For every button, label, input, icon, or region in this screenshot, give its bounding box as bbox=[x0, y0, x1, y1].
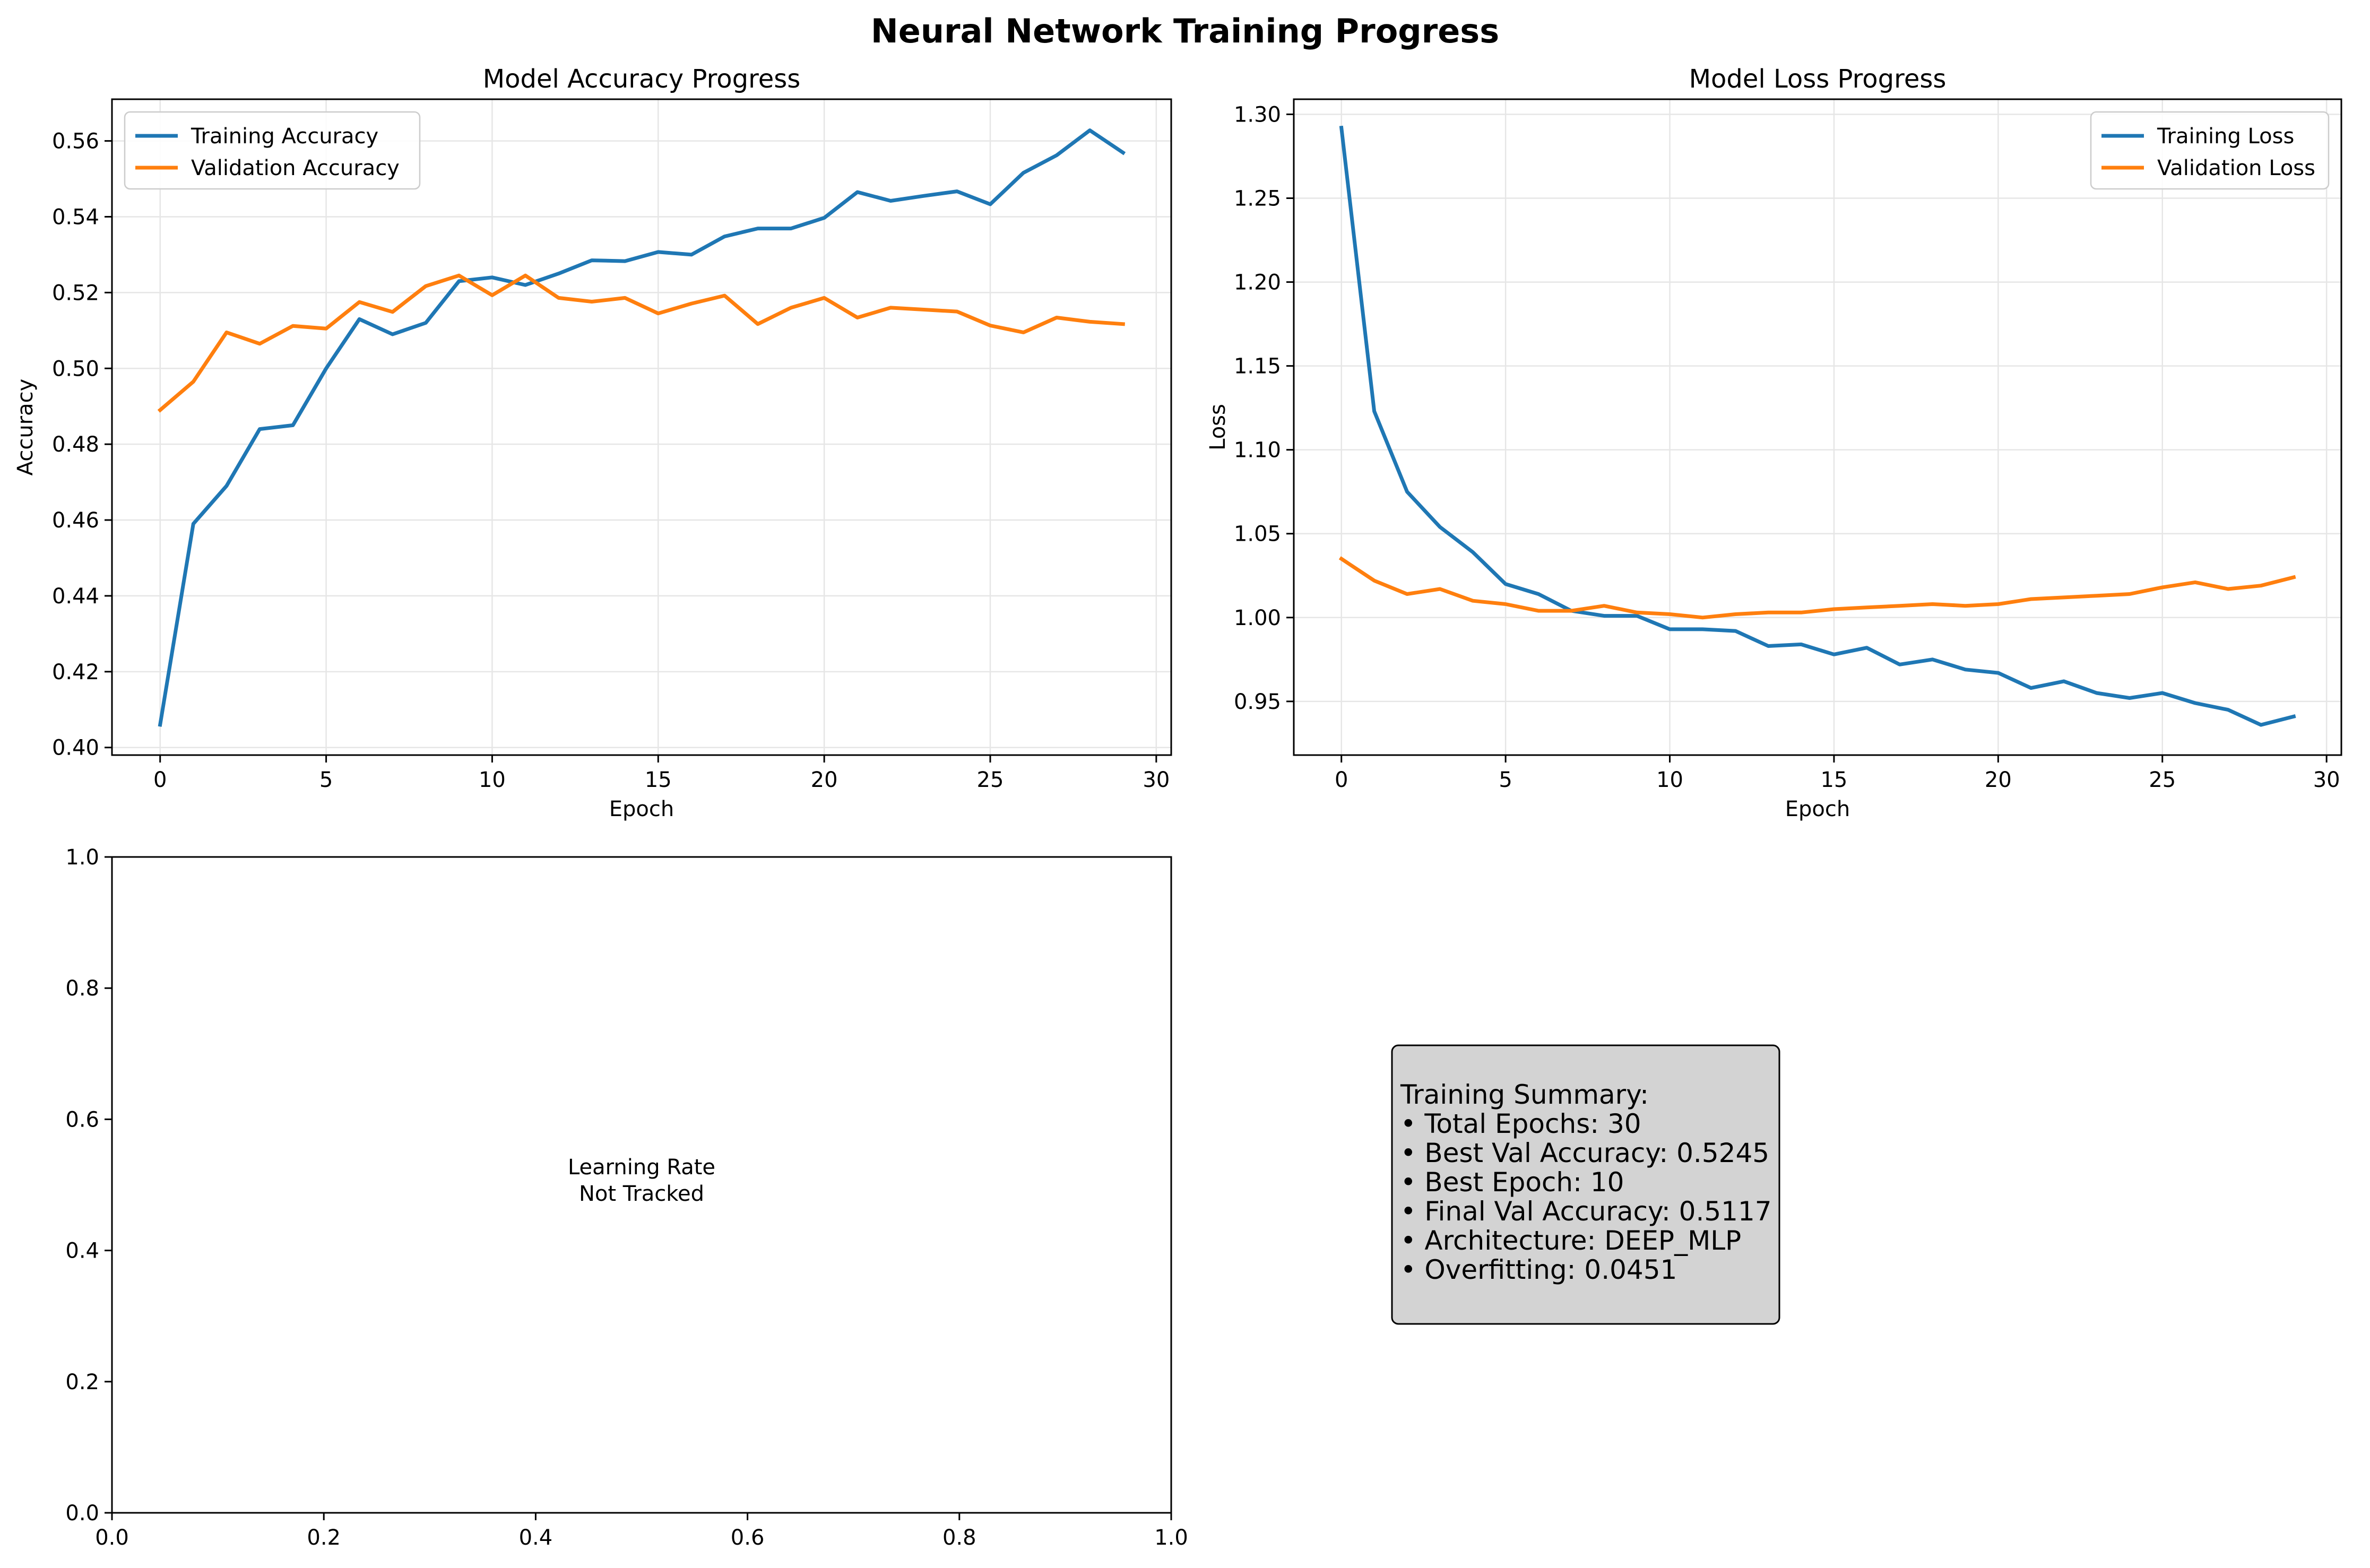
training-summary-box: Training Summary:• Total Epochs: 30• Bes… bbox=[1391, 1044, 1780, 1325]
x-tick-label: 30 bbox=[2313, 768, 2340, 792]
x-tick-label: 15 bbox=[1820, 768, 1847, 792]
legend-entry: Validation Loss bbox=[2157, 156, 2315, 180]
learning-rate-chart: 0.0 0.2 0.4 0.6 0.8 1.0 0.0 0.2 0.4 0.6 0.8 1.0 Lear… bbox=[65, 845, 1188, 1550]
x-tick-label: 25 bbox=[977, 768, 1004, 792]
y-tick-label: 1.15 bbox=[1234, 354, 1281, 379]
y-tick-label: 0.4 bbox=[65, 1239, 99, 1263]
legend-entry: Validation Accuracy bbox=[191, 156, 400, 180]
y-tick-label: 1.0 bbox=[65, 845, 99, 870]
summary-background bbox=[1391, 1044, 1780, 1325]
series-line-validation-loss bbox=[1338, 556, 2296, 620]
x-tick-label: 20 bbox=[811, 768, 838, 792]
x-tick-label: 5 bbox=[1499, 768, 1512, 792]
chart-title: Model Loss Progress bbox=[1689, 64, 1947, 94]
y-tick-label: 1.25 bbox=[1234, 187, 1281, 211]
series-line-training-loss bbox=[1339, 125, 2296, 727]
annotation-text: Learning Rate bbox=[568, 1155, 715, 1180]
y-tick-label: 0.95 bbox=[1234, 690, 1281, 714]
x-axis-label: Epoch bbox=[609, 797, 674, 821]
series-line-validation-accuracy bbox=[157, 273, 1126, 413]
x-tick-label: 0 bbox=[1335, 768, 1348, 792]
y-tick-label: 0.54 bbox=[52, 205, 99, 229]
x-axis-label: Epoch bbox=[1785, 797, 1850, 821]
loss-chart: 0 5 10 15 20 25 30 0.95 1.00 1.05 1.10 1.15 1.20 1.25… bbox=[1206, 64, 2342, 821]
y-tick-label: 1.05 bbox=[1234, 522, 1281, 547]
chart-title: Model Accuracy Progress bbox=[483, 64, 801, 94]
y-tick-label: 0.40 bbox=[52, 736, 99, 760]
x-tick-label: 30 bbox=[1143, 768, 1170, 792]
axes-frame bbox=[111, 856, 1172, 1514]
summary-line: Training Summary: bbox=[1400, 1079, 1649, 1110]
annotation-text: Not Tracked bbox=[579, 1182, 704, 1206]
figure-title: Neural Network Training Progress bbox=[871, 12, 1499, 50]
x-tick-label: 5 bbox=[319, 768, 333, 792]
legend-entry: Training Accuracy bbox=[191, 124, 378, 149]
y-tick-label: 0.8 bbox=[65, 976, 99, 1001]
y-tick-label: 0.56 bbox=[52, 129, 99, 154]
summary-line: • Final Val Accuracy: 0.5117 bbox=[1400, 1196, 1772, 1227]
y-tick-label: 0.50 bbox=[52, 357, 99, 381]
x-tick-label: 0.4 bbox=[519, 1526, 553, 1550]
x-tick-label: 0.2 bbox=[307, 1526, 341, 1550]
legend-box bbox=[124, 111, 421, 190]
summary-line: • Best Val Accuracy: 0.5245 bbox=[1400, 1138, 1769, 1168]
x-tick-label: 0.0 bbox=[95, 1526, 129, 1550]
summary-line: • Architecture: DEEP_MLP bbox=[1400, 1225, 1741, 1256]
x-tick-label: 0.8 bbox=[942, 1526, 976, 1550]
y-tick-label: 1.10 bbox=[1234, 438, 1281, 463]
x-tick-label: 10 bbox=[479, 768, 506, 792]
legend-entry: Training Loss bbox=[2157, 124, 2294, 149]
y-tick-label: 1.00 bbox=[1234, 606, 1281, 630]
y-tick-label: 0.48 bbox=[52, 432, 99, 457]
summary-line: • Best Epoch: 10 bbox=[1400, 1167, 1624, 1198]
y-tick-label: 0.6 bbox=[65, 1107, 99, 1132]
y-tick-label: 0.42 bbox=[52, 660, 99, 685]
axes-frame bbox=[111, 98, 1172, 756]
y-tick-label: 0.44 bbox=[52, 584, 99, 609]
x-tick-label: 15 bbox=[645, 768, 672, 792]
y-tick-label: 0.52 bbox=[52, 281, 99, 305]
x-tick-label: 10 bbox=[1656, 768, 1683, 792]
summary-line: • Overfitting: 0.0451 bbox=[1400, 1254, 1677, 1285]
x-tick-label: 20 bbox=[1985, 768, 2012, 792]
accuracy-chart: 0 5 10 15 20 25 30 0.40 0.42 0.44 0.46 0.48 0.50 0.52… bbox=[13, 64, 1172, 821]
y-tick-label: 1.20 bbox=[1234, 271, 1281, 295]
legend: Training Accuracy Validation Accuracy bbox=[124, 111, 421, 190]
y-tick-label: 0.46 bbox=[52, 508, 99, 533]
legend-box bbox=[2090, 111, 2330, 190]
y-tick-label: 0.0 bbox=[65, 1501, 99, 1526]
series-line-training-accuracy bbox=[158, 128, 1126, 727]
y-axis-label: Accuracy bbox=[13, 379, 38, 476]
legend: Training Loss Validation Loss bbox=[2090, 111, 2330, 190]
summary-line: • Total Epochs: 30 bbox=[1400, 1108, 1641, 1139]
y-tick-label: 1.30 bbox=[1234, 102, 1281, 127]
y-tick-label: 0.2 bbox=[65, 1370, 99, 1394]
x-tick-label: 0 bbox=[153, 768, 167, 792]
x-tick-label: 25 bbox=[2149, 768, 2176, 792]
x-tick-label: 1.0 bbox=[1154, 1526, 1188, 1550]
y-axis-label: Loss bbox=[1206, 404, 1230, 451]
axes-frame bbox=[1293, 98, 2342, 756]
x-tick-label: 0.6 bbox=[731, 1526, 765, 1550]
